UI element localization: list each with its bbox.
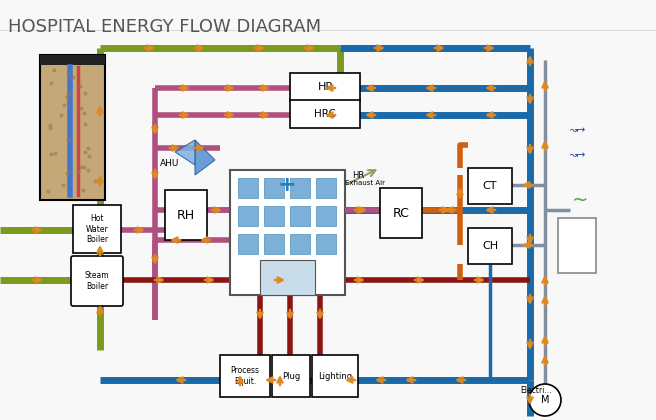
Text: Plug: Plug: [282, 372, 300, 381]
Bar: [290, 206, 310, 226]
Text: M: M: [541, 395, 549, 405]
Text: CH: CH: [482, 241, 498, 251]
Bar: [290, 234, 310, 254]
Bar: [264, 178, 284, 198]
Bar: [380, 188, 422, 238]
Polygon shape: [175, 140, 195, 165]
Text: RH: RH: [177, 208, 195, 221]
Bar: [272, 355, 310, 397]
Text: Lighting: Lighting: [318, 372, 352, 381]
Bar: [73, 205, 121, 253]
Circle shape: [529, 384, 561, 416]
Bar: [290, 73, 360, 101]
Bar: [40, 55, 105, 65]
Bar: [316, 178, 336, 198]
Text: HR: HR: [352, 171, 364, 179]
Polygon shape: [195, 140, 215, 175]
Bar: [558, 218, 596, 273]
Bar: [264, 234, 284, 254]
Bar: [468, 228, 512, 264]
Text: Hot
Water
Boiler: Hot Water Boiler: [86, 214, 108, 244]
Bar: [316, 206, 336, 226]
Text: +: +: [277, 175, 297, 195]
Bar: [238, 206, 258, 226]
Bar: [290, 178, 310, 198]
Text: Steam
Boiler: Steam Boiler: [85, 271, 110, 291]
Text: HRC: HRC: [314, 109, 336, 119]
Bar: [238, 234, 258, 254]
Text: ↝→: ↝→: [570, 125, 586, 135]
Bar: [230, 170, 345, 295]
Text: Process
Equit.: Process Equit.: [230, 366, 260, 386]
Text: CT: CT: [483, 181, 497, 191]
Bar: [40, 55, 105, 200]
Bar: [290, 100, 360, 128]
Text: HP: HP: [318, 82, 333, 92]
Text: ↝→: ↝→: [570, 150, 586, 160]
FancyBboxPatch shape: [71, 256, 123, 306]
Text: ~: ~: [572, 191, 588, 210]
Text: Electri...: Electri...: [520, 386, 552, 394]
Bar: [220, 355, 270, 397]
Text: Exhaust Air: Exhaust Air: [345, 180, 385, 186]
Bar: [264, 206, 284, 226]
Bar: [316, 234, 336, 254]
Bar: [165, 190, 207, 240]
Bar: [312, 355, 358, 397]
Text: AHU: AHU: [160, 158, 180, 168]
Text: RC: RC: [392, 207, 409, 220]
Bar: [238, 178, 258, 198]
Bar: [260, 260, 315, 295]
Text: HOSPITAL ENERGY FLOW DIAGRAM: HOSPITAL ENERGY FLOW DIAGRAM: [8, 18, 321, 36]
Bar: [468, 168, 512, 204]
